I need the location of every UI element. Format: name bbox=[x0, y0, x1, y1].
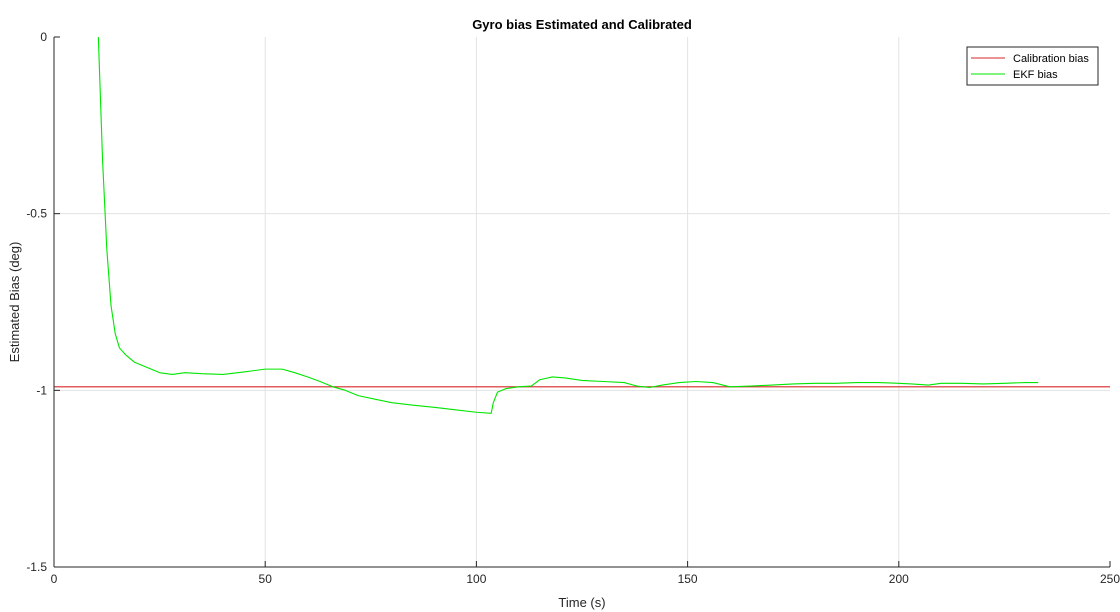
axes bbox=[53, 37, 1110, 568]
x-tick-label: 150 bbox=[678, 572, 698, 586]
x-tick-label: 200 bbox=[889, 572, 909, 586]
chart-title: Gyro bias Estimated and Calibrated bbox=[472, 17, 692, 32]
y-tick-label: -0.5 bbox=[26, 207, 47, 221]
grid-lines bbox=[54, 37, 1110, 567]
y-axis-label: Estimated Bias (deg) bbox=[7, 242, 22, 363]
series-layer bbox=[54, 36, 1110, 414]
y-tick-label: 0 bbox=[40, 30, 47, 44]
series-line-ekf-bias bbox=[97, 36, 1039, 414]
x-tick-label: 250 bbox=[1100, 572, 1120, 586]
y-tick-label: -1.5 bbox=[26, 560, 47, 574]
tick-labels: 0 50 100 150 200 250 -1.5 -1 -0.5 0 bbox=[26, 30, 1120, 586]
legend: Calibration bias EKF bias bbox=[966, 46, 1099, 86]
legend-label: Calibration bias bbox=[1013, 53, 1089, 65]
x-tick-label: 0 bbox=[51, 572, 58, 586]
x-tick-label: 50 bbox=[259, 572, 273, 586]
x-tick-label: 100 bbox=[466, 572, 486, 586]
legend-label: EKF bias bbox=[1013, 69, 1058, 81]
plot-area bbox=[54, 37, 1110, 567]
legend-box bbox=[966, 46, 1099, 86]
x-axis-label: Time (s) bbox=[558, 595, 605, 610]
y-tick-label: -1 bbox=[36, 383, 47, 397]
